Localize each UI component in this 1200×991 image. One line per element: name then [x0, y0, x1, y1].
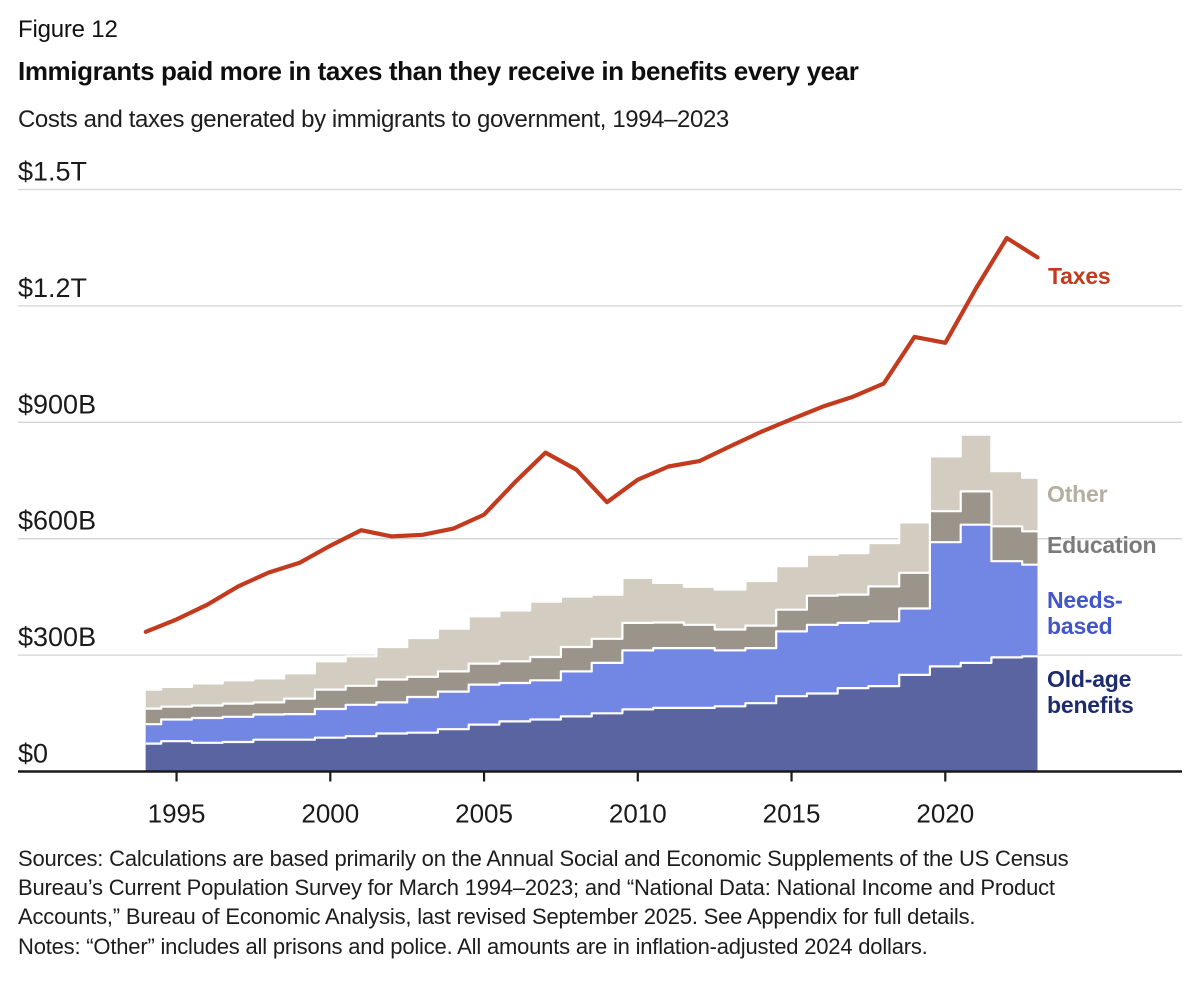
x-tick-label-2000: 2000 [301, 799, 359, 829]
y-tick-label-$1.2T: $1.2T [18, 273, 87, 303]
legend-label-education: Education [1047, 532, 1157, 558]
legend-label-other: Other [1047, 481, 1108, 507]
separator-needs-based [145, 523, 1038, 726]
x-tick-label-2015: 2015 [763, 799, 821, 829]
sources-note: Sources: Calculations are based primaril… [18, 846, 1069, 929]
area-old-age-benefits [145, 656, 1038, 772]
y-tick-label-$600B: $600B [18, 506, 96, 536]
legend-label-taxes: Taxes [1048, 263, 1111, 289]
x-tick-label-2010: 2010 [609, 799, 667, 829]
legend-label-needs-based: Needs- based [1047, 587, 1123, 639]
separator-old-age-benefits [145, 655, 1038, 745]
y-tick-label-$0: $0 [18, 739, 48, 769]
taxes-line [143, 235, 1040, 634]
notes: Notes: “Other” includes all prisons and … [18, 934, 928, 959]
figure-number: Figure 12 [18, 16, 118, 43]
legend-label-old-age-benefits: Old-age benefits [1047, 666, 1134, 718]
y-tick-label-$300B: $300B [18, 622, 96, 652]
x-tick-label-2020: 2020 [916, 799, 974, 829]
footer: Sources: Calculations are based primaril… [18, 844, 1190, 961]
y-tick-label-$900B: $900B [18, 389, 96, 419]
chart-title: Immigrants paid more in taxes than they … [18, 56, 859, 86]
separator-other [145, 433, 1038, 691]
separator-education [145, 490, 1038, 710]
x-tick-label-2005: 2005 [455, 799, 513, 829]
chart-subtitle: Costs and taxes generated by immigrants … [18, 106, 729, 133]
y-tick-label-$1.5T: $1.5T [18, 157, 87, 187]
x-tick-label-1995: 1995 [148, 799, 206, 829]
